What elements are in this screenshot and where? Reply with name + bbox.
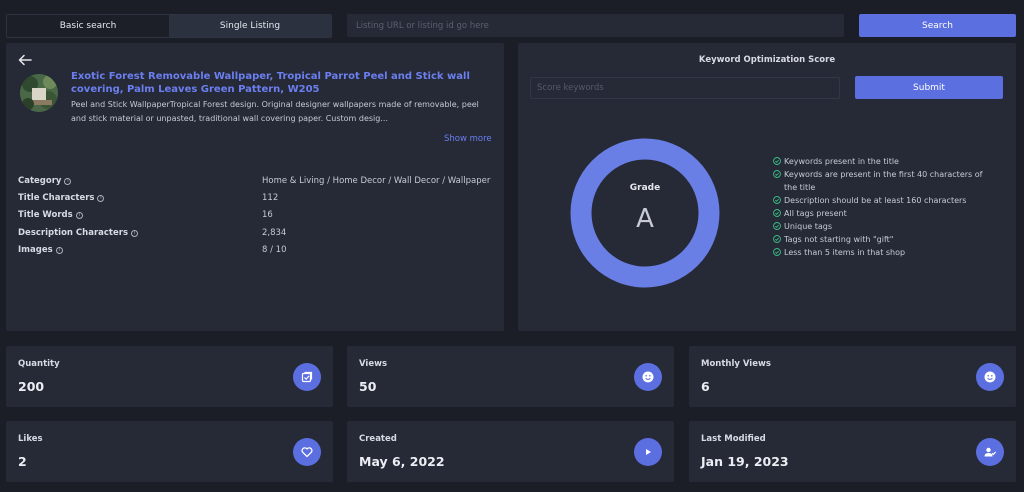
search-button[interactable]: Search (859, 14, 1016, 37)
checklist-item: All tags present (773, 207, 998, 220)
detail-label-title-words: Title Words i (18, 210, 83, 220)
stat-label: Views (359, 359, 388, 369)
user-check-icon (976, 438, 1004, 466)
stat-card-last-modified: Last Modified Jan 19, 2023 (689, 421, 1016, 482)
detail-label-images: Images i (18, 245, 63, 255)
check-circle-icon (773, 248, 781, 256)
checklist-item: Tags not starting with "gift" (773, 233, 998, 246)
check-circle-icon (773, 157, 781, 165)
stat-card-quantity: Quantity 200 (6, 346, 333, 407)
detail-label-title-characters: Title Characters i (18, 193, 105, 203)
stat-label: Last Modified (701, 434, 766, 444)
play-icon (634, 438, 662, 466)
grade-label: Grade (629, 183, 661, 193)
detail-label-description-characters: Description Characters i (18, 228, 139, 238)
stat-card-created: Created May 6, 2022 (347, 421, 674, 482)
detail-value-category: Home & Living / Home Decor / Wall Decor … (262, 176, 491, 186)
stat-card-likes: Likes 2 (6, 421, 333, 482)
detail-value-description-characters: 2,834 (262, 228, 287, 238)
info-icon[interactable]: i (55, 246, 63, 254)
show-more-link[interactable]: Show more (444, 134, 492, 144)
stat-value: 200 (18, 379, 45, 394)
back-arrow-icon[interactable] (18, 53, 34, 69)
check-circle-icon (773, 196, 781, 204)
info-icon[interactable]: i (131, 229, 139, 237)
stat-value: May 6, 2022 (359, 454, 445, 469)
check-circle-icon (773, 222, 781, 230)
smile-icon (976, 363, 1004, 391)
grade-donut-ring (570, 138, 720, 288)
smile-icon (634, 363, 662, 391)
stat-label: Monthly Views (701, 359, 771, 369)
score-keywords-input[interactable] (530, 77, 840, 99)
tab-single-listing[interactable]: Single Listing (169, 15, 331, 37)
grade-value: A (636, 204, 654, 234)
search-mode-tabs: Basic search Single Listing (6, 14, 332, 38)
keyword-optimization-panel: Keyword Optimization Score Submit Grade … (518, 43, 1016, 331)
check-circle-icon (773, 209, 781, 217)
checklist-item: Keywords are present in the first 40 cha… (773, 168, 998, 194)
check-circle-icon (773, 235, 781, 243)
submit-button[interactable]: Submit (855, 76, 1003, 99)
detail-value-title-words: 16 (262, 210, 273, 220)
checklist-item: Unique tags (773, 220, 998, 233)
info-icon[interactable]: i (64, 177, 72, 185)
detail-label-category: Category i (18, 176, 72, 186)
detail-value-images: 8 / 10 (262, 245, 287, 255)
stat-label: Likes (18, 434, 43, 444)
stat-value: 6 (701, 379, 710, 394)
checklist-item: Less than 5 items in that shop (773, 246, 998, 259)
checklist-item: Keywords present in the title (773, 155, 998, 168)
keyword-panel-title: Keyword Optimization Score (698, 55, 836, 65)
tab-basic-search[interactable]: Basic search (7, 15, 169, 37)
optimization-checklist: Keywords present in the title Keywords a… (773, 155, 998, 259)
stat-value: 2 (18, 454, 27, 469)
checklist-item: Description should be at least 160 chara… (773, 194, 998, 207)
listing-description: Peel and Stick WallpaperTropical Forest … (71, 100, 479, 123)
stat-label: Created (359, 434, 397, 444)
listing-url-input[interactable] (347, 14, 844, 37)
heart-icon (293, 438, 321, 466)
listing-thumbnail (20, 74, 58, 112)
checkbox-icon (293, 363, 321, 391)
info-icon[interactable]: i (97, 194, 105, 202)
info-icon[interactable]: i (75, 211, 83, 219)
stat-value: 50 (359, 379, 377, 394)
stat-value: Jan 19, 2023 (701, 454, 789, 469)
stat-card-monthly-views: Monthly Views 6 (689, 346, 1016, 407)
listing-panel: Exotic Forest Removable Wallpaper, Tropi… (6, 43, 504, 331)
detail-value-title-characters: 112 (262, 193, 279, 203)
stat-label: Quantity (18, 359, 60, 369)
listing-title-link[interactable]: Exotic Forest Removable Wallpaper, Tropi… (71, 71, 470, 95)
check-circle-icon (773, 170, 781, 178)
stat-card-views: Views 50 (347, 346, 674, 407)
